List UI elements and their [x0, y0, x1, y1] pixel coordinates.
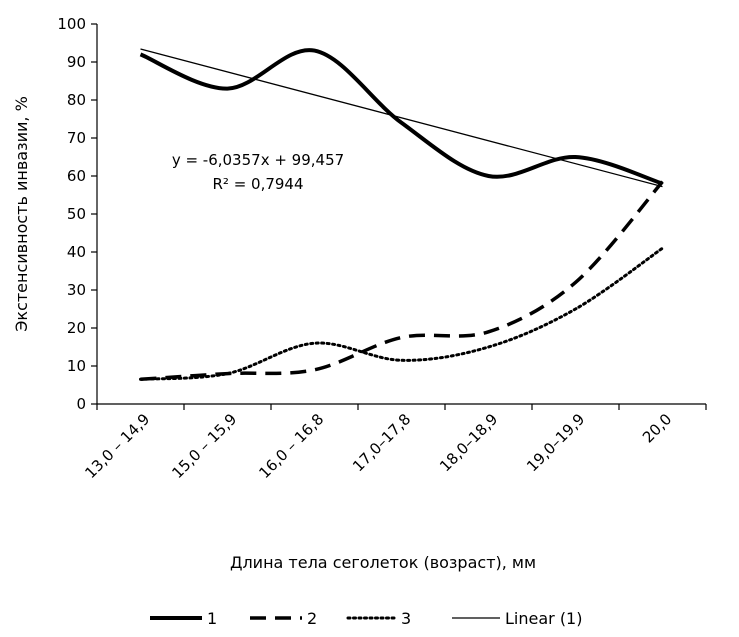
y-ticks: 0 10 20 30 40 50 60 70 80 90 100 — [57, 15, 97, 413]
series-line-3 — [139, 246, 664, 381]
x-tick-label: 20,0 — [639, 410, 675, 446]
legend-label: 3 — [401, 609, 411, 628]
y-tick-label: 100 — [57, 15, 86, 33]
y-tick-label: 60 — [67, 167, 86, 185]
legend: 1 2 3 Linear (1) — [150, 609, 582, 628]
legend-label: Linear (1) — [505, 609, 582, 628]
series-line-1 — [139, 48, 664, 186]
legend-label: 2 — [307, 609, 317, 628]
y-tick-label: 40 — [67, 243, 86, 261]
y-tick-label: 80 — [67, 91, 86, 109]
legend-label: 1 — [207, 609, 217, 628]
y-tick-label: 50 — [67, 205, 86, 223]
x-tick-label: 15,0 – 15,9 — [168, 410, 240, 482]
trendline-equation: y = -6,0357x + 99,457 — [172, 151, 344, 169]
x-tick-label: 19,0–19,9 — [523, 410, 588, 475]
x-tick-label: 17,0–17,8 — [349, 410, 414, 475]
y-tick-label: 90 — [67, 53, 86, 71]
y-tick-label: 10 — [67, 357, 86, 375]
x-tick-label: 16,0 – 16,8 — [255, 410, 327, 482]
series-layer — [139, 48, 664, 382]
y-tick-label: 20 — [67, 319, 86, 337]
trendline-r-squared: R² = 0,7944 — [212, 175, 303, 193]
x-tick-label: 18,0–18,9 — [436, 410, 501, 475]
x-ticks: 13,0 – 14,9 15,0 – 15,9 16,0 – 16,8 17,0–17… — [81, 404, 707, 482]
series-line-2 — [140, 180, 664, 382]
y-axis-title: Экстенсивность инвазии, % — [12, 96, 31, 332]
series-line-linear-1 — [140, 48, 663, 188]
x-axis-title: Длина тела сеголеток (возраст), мм — [230, 553, 536, 572]
y-tick-label: 0 — [76, 395, 86, 413]
y-tick-label: 30 — [67, 281, 86, 299]
x-tick-label: 13,0 – 14,9 — [81, 410, 153, 482]
y-tick-label: 70 — [67, 129, 86, 147]
